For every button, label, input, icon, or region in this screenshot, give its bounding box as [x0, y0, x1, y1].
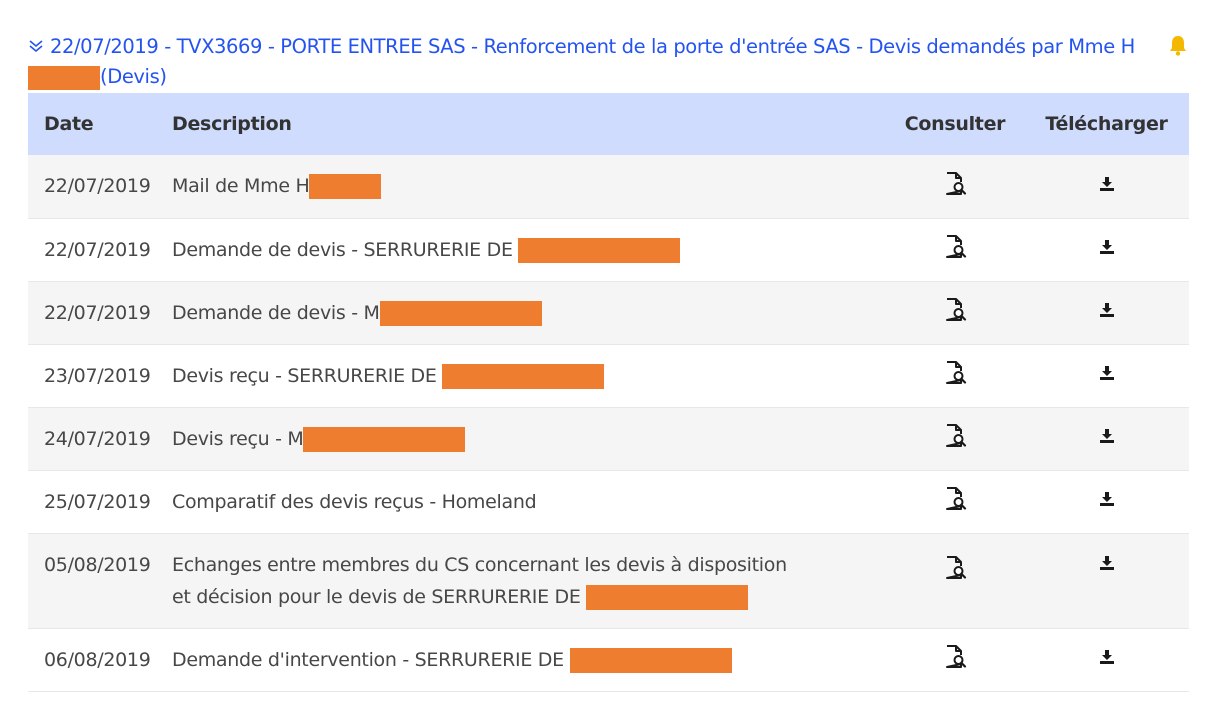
row-date: 23/07/2019 — [44, 364, 151, 387]
row-description-cell: Demande d'intervention - SERRURERIE DE — [172, 628, 886, 691]
redaction-block — [569, 647, 732, 673]
download-cell — [1024, 218, 1189, 281]
download-icon[interactable] — [1098, 554, 1116, 572]
table-row: 25/07/2019 Comparatif des devis reçus - H… — [28, 470, 1189, 533]
row-description-cell: Echanges entre membres du CS concernant … — [172, 533, 886, 628]
table-row: 23/07/2019 Devis reçu - SERRURERIE DE — [28, 344, 1189, 407]
download-icon[interactable] — [1098, 490, 1116, 508]
row-date: 24/07/2019 — [44, 427, 151, 450]
file-search-icon[interactable] — [942, 643, 968, 671]
file-search-icon[interactable] — [942, 359, 968, 387]
download-cell — [1024, 407, 1189, 470]
row-description: Devis reçu - SERRURERIE DE — [172, 364, 443, 387]
redaction-block — [303, 426, 466, 452]
table-header-row: Date Description Consulter Télécharger — [28, 93, 1189, 155]
table-row: 24/07/2019 Devis reçu - M — [28, 407, 1189, 470]
row-description: Demande d'intervention - SERRURERIE DE — [172, 648, 570, 671]
row-date: 05/08/2019 — [44, 553, 151, 576]
row-description-cell: Mail de Mme H — [172, 155, 886, 218]
download-icon[interactable] — [1098, 301, 1116, 319]
consult-cell — [886, 344, 1024, 407]
row-date: 06/08/2019 — [44, 648, 151, 671]
header-title[interactable]: 22/07/2019 - TVX3669 - PORTE ENTREE SAS … — [50, 35, 1135, 58]
documents-table: Date Description Consulter Télécharger 2… — [28, 93, 1189, 692]
redaction-block — [586, 584, 749, 610]
column-header-description[interactable]: Description — [172, 93, 886, 155]
row-description-cell: Comparatif des devis reçus - Homeland — [172, 470, 886, 533]
row-date: 22/07/2019 — [44, 301, 151, 324]
consult-cell — [886, 407, 1024, 470]
download-cell — [1024, 533, 1189, 628]
row-description: Mail de Mme H — [172, 175, 310, 198]
bell-icon[interactable] — [1168, 34, 1188, 58]
file-search-icon[interactable] — [942, 296, 968, 324]
row-description-cell: Demande de devis - SERRURERIE DE — [172, 218, 886, 281]
chevron-double-down-icon[interactable] — [28, 38, 50, 54]
row-description: Comparatif des devis reçus - Homeland — [172, 490, 537, 513]
file-search-icon[interactable] — [942, 170, 968, 198]
table-row: 22/07/2019 Mail de Mme H — [28, 155, 1189, 218]
redaction-block — [379, 300, 542, 326]
row-description-cell: Devis reçu - M — [172, 407, 886, 470]
document-group-header[interactable]: 22/07/2019 - TVX3669 - PORTE ENTREE SAS … — [28, 32, 1198, 92]
file-search-icon[interactable] — [942, 485, 968, 513]
download-cell — [1024, 344, 1189, 407]
consult-cell — [886, 155, 1024, 218]
redaction-block — [518, 237, 681, 263]
file-search-icon[interactable] — [942, 233, 968, 261]
consult-cell — [886, 628, 1024, 691]
download-icon[interactable] — [1098, 648, 1116, 666]
column-header-date[interactable]: Date — [28, 93, 172, 155]
download-icon[interactable] — [1098, 364, 1116, 382]
consult-cell — [886, 218, 1024, 281]
column-header-download: Télécharger — [1024, 93, 1189, 155]
row-description-cell: Demande de devis - M — [172, 281, 886, 344]
column-header-consult: Consulter — [886, 93, 1024, 155]
row-description: Demande de devis - M — [172, 301, 380, 324]
download-cell — [1024, 628, 1189, 691]
download-cell — [1024, 281, 1189, 344]
table-row: 22/07/2019 Demande de devis - M — [28, 281, 1189, 344]
download-icon[interactable] — [1098, 427, 1116, 445]
consult-cell — [886, 470, 1024, 533]
download-cell — [1024, 470, 1189, 533]
header-suffix[interactable]: (Devis) — [100, 65, 167, 88]
row-date: 22/07/2019 — [44, 238, 151, 261]
row-description: Echanges entre membres du CS concernant … — [172, 553, 787, 608]
download-icon[interactable] — [1098, 238, 1116, 256]
consult-cell — [886, 533, 1024, 628]
row-description: Demande de devis - SERRURERIE DE — [172, 238, 519, 261]
redaction-block — [28, 65, 100, 90]
row-date: 22/07/2019 — [44, 175, 151, 198]
file-search-icon[interactable] — [942, 422, 968, 450]
download-cell — [1024, 155, 1189, 218]
table-row: 05/08/2019 Echanges entre membres du CS c… — [28, 533, 1189, 628]
row-description: Devis reçu - M — [172, 427, 304, 450]
row-date: 25/07/2019 — [44, 490, 151, 513]
file-search-icon[interactable] — [942, 554, 968, 582]
table-row: 22/07/2019 Demande de devis - SERRURERIE … — [28, 218, 1189, 281]
consult-cell — [886, 281, 1024, 344]
download-icon[interactable] — [1098, 175, 1116, 193]
redaction-block — [309, 174, 382, 200]
redaction-block — [442, 363, 605, 389]
row-description-cell: Devis reçu - SERRURERIE DE — [172, 344, 886, 407]
table-row: 06/08/2019 Demande d'intervention - SERRU… — [28, 628, 1189, 691]
